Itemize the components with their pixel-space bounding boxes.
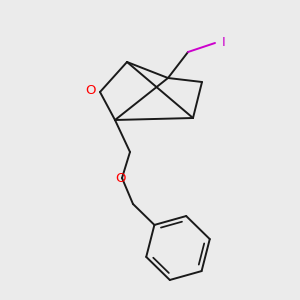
Text: O: O [85,85,95,98]
Text: I: I [222,37,226,50]
Text: O: O [115,172,125,184]
